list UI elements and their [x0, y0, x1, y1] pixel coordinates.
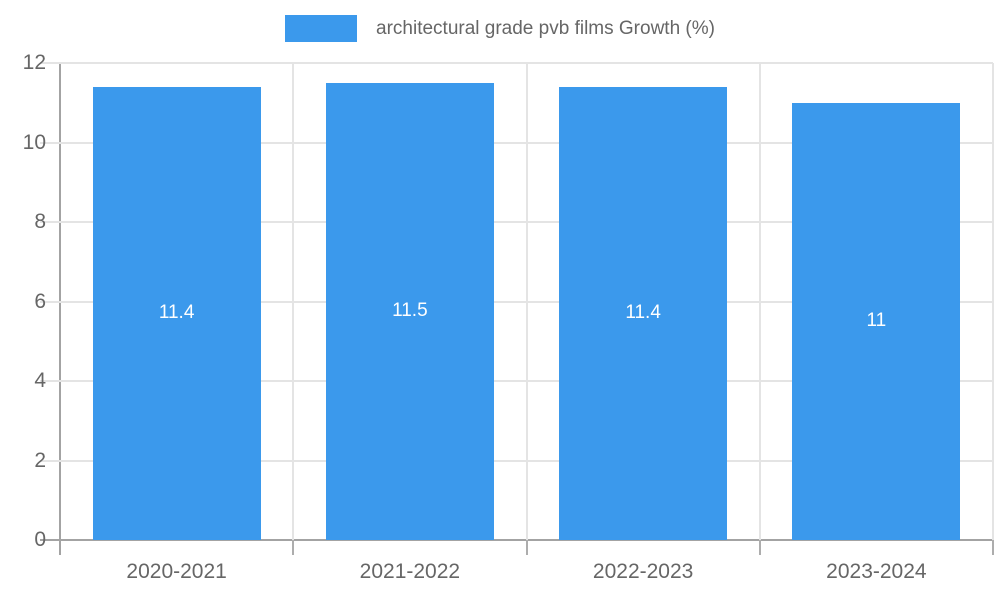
x-axis-tick-mark [992, 540, 994, 555]
y-axis-tick-label: 8 [34, 210, 46, 233]
x-axis-category-label: 2020-2021 [126, 560, 227, 583]
gridline-vertical [292, 63, 295, 540]
x-axis-tick-mark [758, 540, 761, 555]
y-axis-line [59, 63, 61, 555]
bar-value-label: 11.5 [392, 300, 428, 322]
gridline-vertical [525, 63, 528, 540]
y-axis-tick-label: 12 [22, 51, 46, 74]
plot-area: 0 2 4 6 8 10 12 11.4 2020-2021 11.5 2021-2022 11.4 2… [23, 51, 994, 583]
bar [92, 86, 261, 540]
bar-value-label: 11.4 [158, 302, 195, 324]
gridline-horizontal [40, 141, 993, 144]
gridline-horizontal [40, 221, 993, 223]
bar-value-label: 11 [866, 310, 887, 332]
legend-label: architectural grade pvb films Growth (%) [376, 17, 715, 39]
x-axis-line [40, 539, 993, 541]
y-axis-tick-label: 2 [34, 448, 46, 472]
gridline-horizontal [40, 300, 993, 303]
bar [325, 82, 494, 540]
gridline-horizontal [40, 380, 993, 382]
bar-value-label: 11.4 [625, 302, 661, 324]
gridline-vertical [992, 63, 994, 540]
y-axis-tick-label: 4 [34, 369, 46, 392]
y-axis-tick-label: 6 [34, 289, 46, 313]
legend-swatch [285, 15, 358, 42]
gridline-horizontal [40, 62, 993, 64]
x-axis-tick-mark [292, 540, 295, 555]
gridline-vertical [758, 63, 761, 540]
x-axis-category-label: 2023-2024 [826, 560, 927, 583]
bar [792, 102, 961, 540]
gridline-horizontal [40, 459, 993, 462]
x-axis-category-label: 2022-2023 [592, 560, 694, 583]
y-axis-tick-label: 10 [22, 130, 46, 154]
bar [559, 86, 728, 540]
legend[interactable]: architectural grade pvb films Growth (%) [0, 15, 1000, 42]
x-axis-category-label: 2021-2022 [359, 560, 461, 583]
x-axis-tick-mark [525, 540, 528, 555]
y-axis-tick-label: 0 [34, 528, 46, 551]
